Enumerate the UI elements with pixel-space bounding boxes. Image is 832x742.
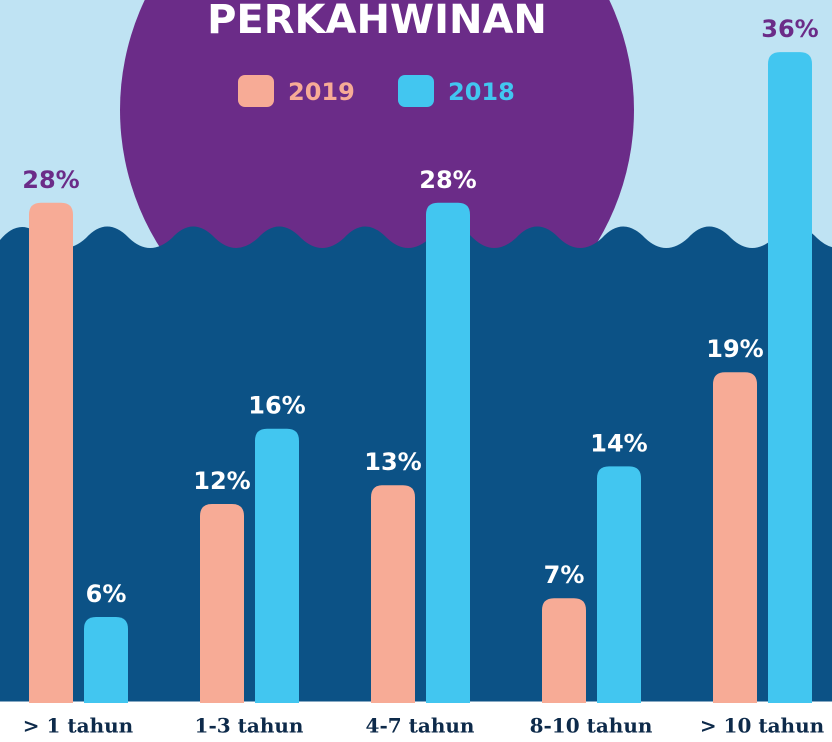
value-label: 28% (419, 166, 476, 194)
x-tick-label: 4-7 tahun (366, 714, 475, 738)
x-tick-label: 8-10 tahun (530, 714, 653, 738)
bar (713, 372, 757, 703)
legend-label: 2018 (448, 78, 515, 106)
bar (426, 203, 470, 703)
value-label: 19% (706, 335, 763, 363)
x-tick-label: > 1 tahun (23, 714, 134, 738)
chart-title: PERKAHWINAN (207, 0, 547, 43)
bar (768, 52, 812, 703)
x-tick-label: > 10 tahun (700, 714, 825, 738)
bar (597, 466, 641, 703)
legend-swatch (398, 75, 434, 107)
bar (371, 485, 415, 703)
x-tick-label: 1-3 tahun (195, 714, 304, 738)
bar (542, 598, 586, 703)
bar (200, 504, 244, 703)
chart: PERKAHWINAN 2019 2018 > 1 tahun 28% 6% 1-3 ta… (0, 0, 832, 742)
bar (255, 429, 299, 703)
value-label: 13% (364, 448, 421, 476)
value-label: 16% (248, 392, 305, 420)
value-label: 6% (86, 580, 127, 608)
value-label: 28% (22, 166, 79, 194)
legend-label: 2019 (288, 78, 355, 106)
value-label: 14% (590, 429, 647, 457)
bar (29, 203, 73, 703)
value-label: 12% (193, 467, 250, 495)
value-label: 36% (761, 15, 818, 43)
legend-swatch (238, 75, 274, 107)
bar (84, 617, 128, 703)
value-label: 7% (544, 561, 585, 589)
